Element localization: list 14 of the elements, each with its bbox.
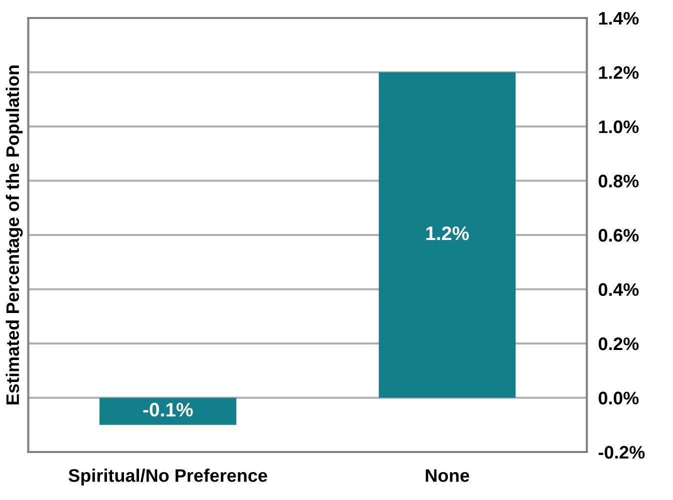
x-tick-label: Spiritual/No Preference xyxy=(68,468,268,486)
x-tick-label: None xyxy=(426,469,470,482)
y-tick-label: 0.4% xyxy=(598,283,639,296)
y-tick-label: 0.0% xyxy=(598,392,639,404)
y-tick-label: 1.4% xyxy=(599,12,639,25)
y-axis-title: Estimated Percentage of the Population xyxy=(6,66,23,404)
y-tick-label: 1.2% xyxy=(599,66,639,79)
y-tick-label: 0.8% xyxy=(598,174,639,188)
y-tick-label: -0.2% xyxy=(598,446,645,459)
y-tick-label: 0.6% xyxy=(598,228,639,242)
data-label: 1.2% xyxy=(426,226,469,240)
y-tick-label: 1.0% xyxy=(599,120,639,134)
y-tick-label: 0.2% xyxy=(598,337,639,350)
data-label: -0.1% xyxy=(143,402,193,417)
